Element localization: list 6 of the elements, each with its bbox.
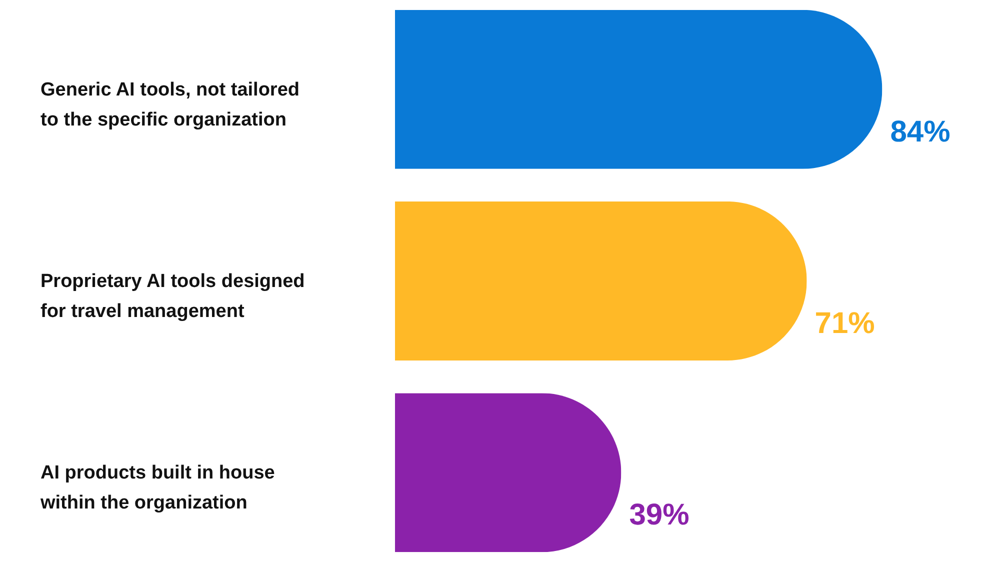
data-label: 71% [814, 307, 875, 340]
y-tick-label: AI products built in house within the organization [40, 462, 275, 514]
data-label: 84% [890, 115, 950, 148]
y-tick-label: Generic AI tools, not tailored to the specific organization [40, 79, 300, 130]
y-tick-label: Proprietary AI tools designed for travel management [40, 271, 305, 322]
data-label: 39% [629, 498, 690, 532]
